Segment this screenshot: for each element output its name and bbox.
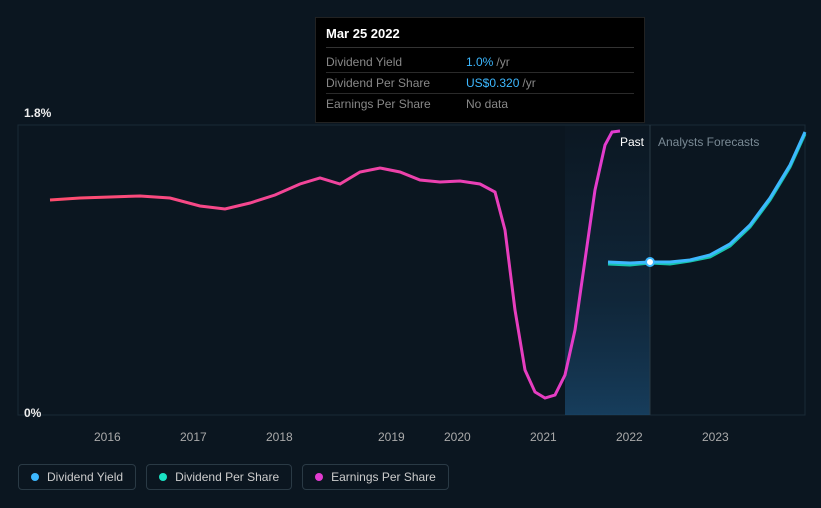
highlight-band: [565, 125, 650, 415]
tooltip-row: Earnings Per ShareNo data: [326, 94, 634, 114]
legend-label: Earnings Per Share: [331, 470, 436, 484]
chart-legend: Dividend Yield Dividend Per Share Earnings…: [18, 464, 449, 490]
region-label: Past: [620, 135, 644, 149]
region-label: Analysts Forecasts: [658, 135, 759, 149]
tooltip-row-value: US$0.320: [466, 76, 519, 90]
hover-marker: [646, 258, 654, 266]
legend-swatch-icon: [159, 473, 167, 481]
legend-item[interactable]: Earnings Per Share: [302, 464, 449, 490]
legend-label: Dividend Per Share: [175, 470, 279, 484]
x-axis-label: 2023: [702, 430, 729, 444]
y-axis-label: 0%: [24, 406, 41, 420]
legend-swatch-icon: [315, 473, 323, 481]
hover-tooltip: Mar 25 2022 Dividend Yield1.0%/yrDividen…: [315, 17, 645, 123]
tooltip-row-label: Earnings Per Share: [326, 97, 466, 111]
x-axis-label: 2020: [444, 430, 471, 444]
x-axis-label: 2021: [530, 430, 557, 444]
x-axis-label: 2016: [94, 430, 121, 444]
tooltip-row: Dividend Yield1.0%/yr: [326, 52, 634, 73]
tooltip-row-label: Dividend Yield: [326, 55, 466, 69]
legend-item[interactable]: Dividend Yield: [18, 464, 136, 490]
x-axis-label: 2018: [266, 430, 293, 444]
y-axis-label: 1.8%: [24, 106, 51, 120]
tooltip-date: Mar 25 2022: [326, 26, 634, 48]
tooltip-row-label: Dividend Per Share: [326, 76, 466, 90]
plot-border: [18, 125, 805, 415]
tooltip-row-unit: /yr: [522, 76, 535, 90]
legend-label: Dividend Yield: [47, 470, 123, 484]
tooltip-row-value: 1.0%: [466, 55, 493, 69]
x-axis-label: 2017: [180, 430, 207, 444]
tooltip-row-unit: /yr: [496, 55, 509, 69]
tooltip-row-nodata: No data: [466, 97, 508, 111]
legend-swatch-icon: [31, 473, 39, 481]
x-axis-label: 2022: [616, 430, 643, 444]
legend-item[interactable]: Dividend Per Share: [146, 464, 292, 490]
x-axis-label: 2019: [378, 430, 405, 444]
tooltip-row: Dividend Per ShareUS$0.320/yr: [326, 73, 634, 94]
line-earnings-per-share: [50, 131, 620, 398]
